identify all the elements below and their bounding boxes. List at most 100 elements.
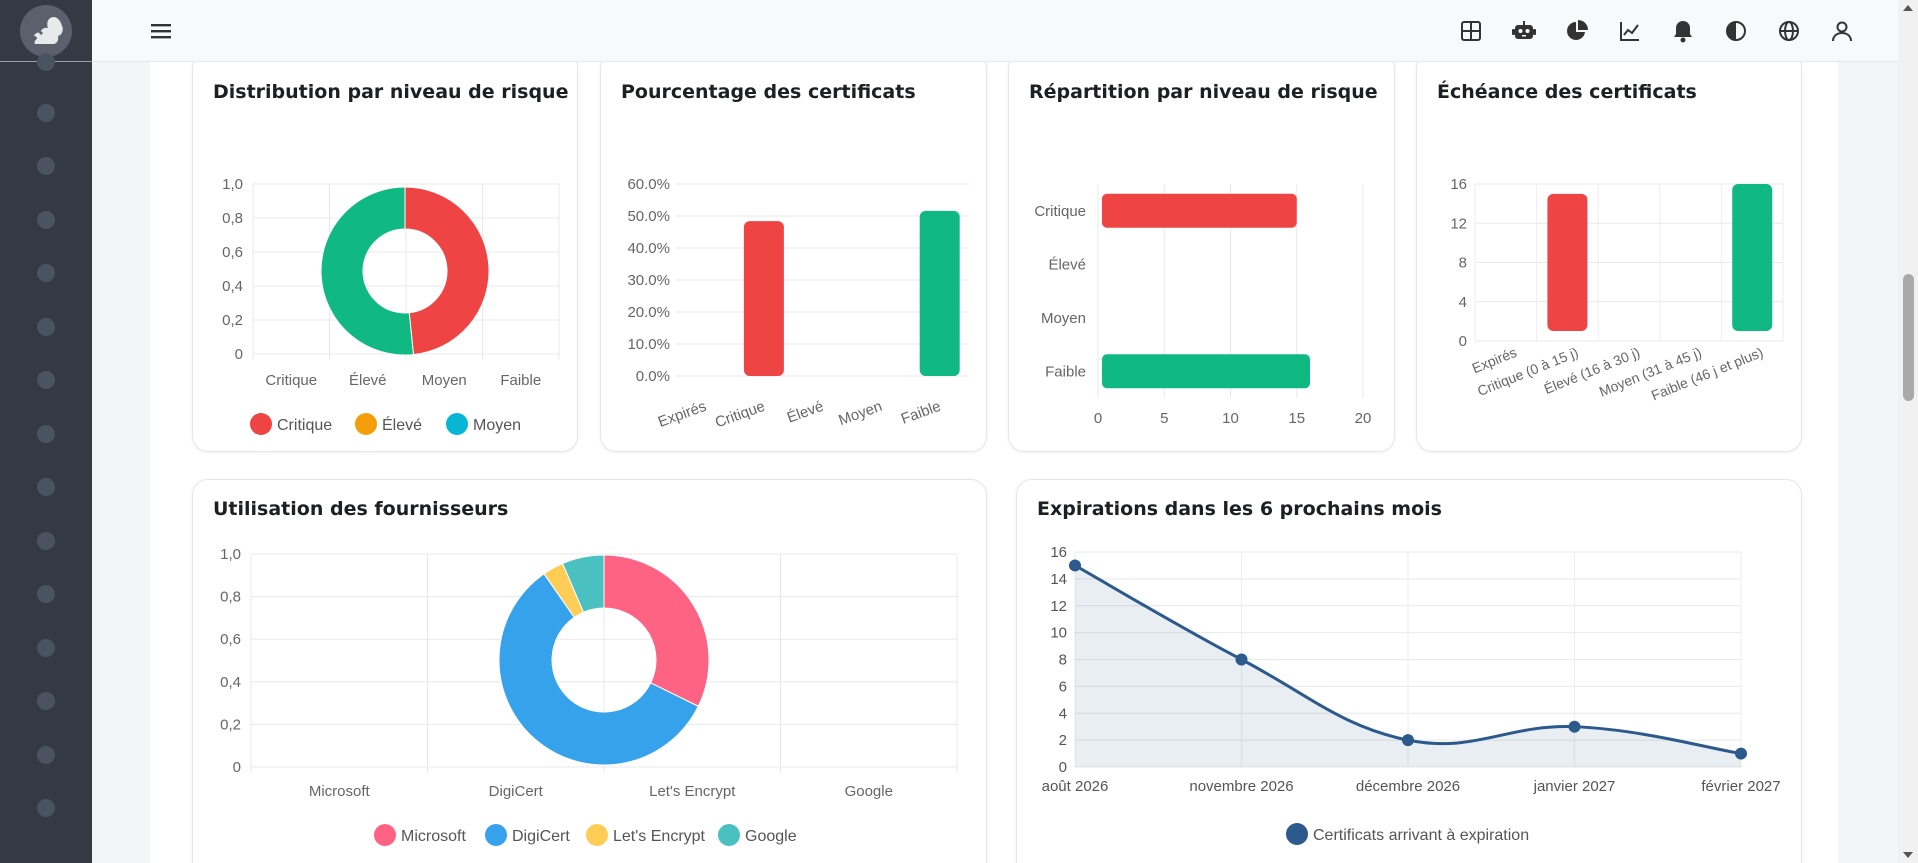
- dashboard-icon[interactable]: [1454, 14, 1487, 47]
- globe-icon[interactable]: [1772, 14, 1805, 47]
- y-tick-label: Élevé: [1048, 256, 1086, 273]
- y-tick-label: 0,4: [222, 278, 243, 295]
- sidebar-nav-item[interactable]: [37, 104, 55, 122]
- x-tick-label: Moyen: [836, 398, 884, 429]
- y-tick-label: 0: [233, 759, 241, 776]
- bell-icon[interactable]: [1666, 14, 1699, 47]
- x-tick-label: Moyen: [422, 372, 467, 389]
- providers-chart: 1,0 0,8 0,6 0,4 0,2 0 Microsoft DigiCert Let's E…: [220, 546, 958, 846]
- providers-card: Utilisation des fournisseurs 1,0 0,8 0,6 0,…: [192, 479, 987, 863]
- y-tick-label: 0,8: [222, 210, 243, 227]
- legend-item-swatch: [485, 824, 507, 846]
- bar: [743, 221, 784, 376]
- card-title: Utilisation des fournisseurs: [213, 498, 509, 520]
- sidebar-nav-item[interactable]: [37, 371, 55, 389]
- x-tick-label: décembre 2026: [1356, 778, 1460, 795]
- x-tick-label: DigiCert: [489, 783, 544, 800]
- y-tick-label: Moyen: [1041, 310, 1086, 327]
- y-tick-label: 14: [1050, 571, 1067, 588]
- y-tick-label: 16: [1050, 544, 1067, 561]
- y-tick-label: 10.0%: [627, 336, 670, 353]
- pie-slice: [498, 573, 699, 766]
- x-tick-label: 15: [1288, 410, 1305, 427]
- legend-item-swatch: [718, 824, 740, 846]
- scrollbar-thumb[interactable]: [1903, 274, 1914, 401]
- risk-breakdown-chart: 05101520CritiqueÉlevéMoyenFaibleNombre d…: [1034, 184, 1372, 427]
- card-title: Pourcentage des certificats: [621, 81, 916, 103]
- vertical-scrollbar[interactable]: [1898, 0, 1918, 863]
- cert-deadlines-card: Échéance des certificats 16 12 8 4 0 Expirés C…: [1416, 62, 1802, 452]
- sidebar-nav-item[interactable]: [37, 532, 55, 550]
- legend-item-label: Microsoft: [401, 828, 466, 845]
- risk-distribution-chart: 1,0 0,8 0,6 0,4 0,2 0 Critique Élevé Moyen Faible…: [222, 176, 560, 435]
- y-tick-label: 40.0%: [627, 240, 670, 257]
- card-title: Expirations dans les 6 prochains mois: [1037, 498, 1442, 520]
- y-tick-label: 8: [1459, 255, 1467, 272]
- y-tick-label: 12: [1450, 215, 1467, 232]
- data-point: [1735, 747, 1747, 760]
- data-point: [1568, 720, 1581, 733]
- risk-breakdown-card: Répartition par niveau de risque 0 5 10 15 2…: [1008, 62, 1395, 452]
- robot-icon[interactable]: [1507, 14, 1540, 47]
- sidebar-nav-item[interactable]: [37, 53, 55, 71]
- dashboard-content: Distribution par niveau de risque 1,0 0,8…: [150, 62, 1838, 863]
- x-tick-label: 5: [1160, 410, 1168, 427]
- x-tick-label: février 2027: [1701, 778, 1780, 795]
- y-tick-label: Critique: [1034, 203, 1086, 220]
- card-title: Distribution par niveau de risque: [213, 81, 569, 103]
- pie-slice: [603, 554, 710, 707]
- sidebar-nav-item[interactable]: [37, 211, 55, 229]
- app-logo[interactable]: [0, 0, 92, 62]
- scroll-up-arrow-icon[interactable]: [1903, 5, 1913, 11]
- sidebar-nav-item[interactable]: [37, 264, 55, 282]
- x-tick-label: Let's Encrypt: [649, 783, 736, 800]
- x-tick-label: novembre 2026: [1189, 778, 1293, 795]
- y-tick-label: 16: [1450, 176, 1467, 193]
- line-chart-icon[interactable]: [1613, 14, 1646, 47]
- bar: [1102, 354, 1310, 389]
- y-tick-label: 30.0%: [627, 272, 670, 289]
- bar: [1547, 193, 1588, 331]
- x-tick-label: 10: [1222, 410, 1239, 427]
- x-tick-label: 20: [1355, 410, 1372, 427]
- legend-item-swatch: [586, 824, 608, 846]
- sidebar-nav-item[interactable]: [37, 746, 55, 764]
- x-tick-label: Faible: [899, 398, 943, 428]
- y-tick-label: 2: [1059, 732, 1067, 749]
- pie-chart-icon[interactable]: [1560, 14, 1593, 47]
- sidebar-nav-item[interactable]: [37, 425, 55, 443]
- contrast-icon[interactable]: [1719, 14, 1752, 47]
- expirations-chart: 16 14 12 10 8 6 4 2 0 août 2026 novembre 2026 décem…: [1042, 544, 1781, 845]
- y-tick-label: 50.0%: [627, 208, 670, 225]
- y-tick-label: 1,0: [222, 176, 243, 193]
- cert-percentage-card: Pourcentage des certificats 60.0% 50.0% 40…: [600, 62, 987, 452]
- area-fill: [1075, 565, 1741, 767]
- x-tick-label: Microsoft: [309, 783, 371, 800]
- x-tick-label: Élevé: [785, 398, 826, 427]
- x-tick-label: Critique: [713, 398, 767, 432]
- bar: [1732, 184, 1773, 331]
- user-icon[interactable]: [1825, 14, 1858, 47]
- sidebar-nav-item[interactable]: [37, 799, 55, 817]
- y-tick-label: 0,2: [222, 312, 243, 329]
- y-tick-label: 0: [235, 346, 243, 363]
- x-tick-label: Expirés: [656, 398, 709, 431]
- y-tick-label: Faible: [1045, 363, 1086, 380]
- legend-item-label: Google: [745, 828, 797, 845]
- pie-slice: [404, 186, 490, 356]
- pie-slice: [561, 554, 605, 613]
- sidebar-nav-item[interactable]: [37, 318, 55, 336]
- sidebar-nav-item[interactable]: [37, 692, 55, 710]
- y-tick-label: 20.0%: [627, 304, 670, 321]
- sidebar-nav-item[interactable]: [37, 157, 55, 175]
- y-tick-label: 0,4: [220, 674, 241, 691]
- sidebar-nav-item[interactable]: [37, 639, 55, 657]
- hamburger-menu-icon[interactable]: [148, 18, 174, 44]
- y-tick-label: 0,8: [220, 589, 241, 606]
- y-tick-label: 10: [1050, 625, 1067, 642]
- scroll-down-arrow-icon[interactable]: [1903, 852, 1913, 858]
- sidebar-nav-item[interactable]: [37, 478, 55, 496]
- data-point: [1235, 653, 1248, 666]
- sidebar-nav-item[interactable]: [37, 585, 55, 603]
